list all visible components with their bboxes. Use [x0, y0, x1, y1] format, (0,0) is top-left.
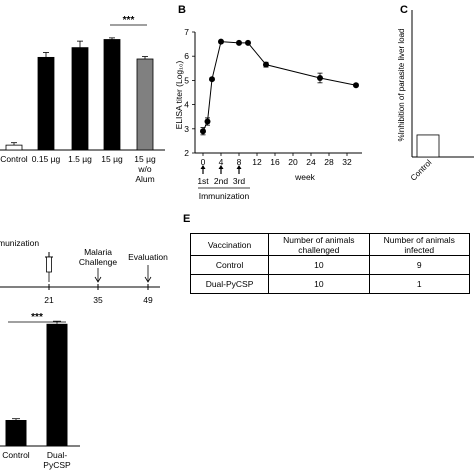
table-cell: 1 — [368, 274, 471, 294]
x-tick-label: PyCSP — [43, 460, 71, 470]
timeline-day-49: 49 — [143, 295, 153, 305]
x-tick-label: 15 µg — [134, 154, 156, 164]
panel-b-y-axis-label: ELISA titer (Log₁₀) — [174, 60, 184, 129]
x-tick-label: Control — [2, 450, 30, 460]
x-tick-label: 15 µg — [101, 154, 123, 164]
bar — [136, 58, 154, 151]
series-line — [202, 41, 357, 132]
table-header-cell: Number of animals challenged — [268, 233, 370, 256]
evaluation-label: Evaluation — [128, 252, 168, 262]
data-point — [218, 38, 224, 45]
table-header-cell: Number of animals infected — [368, 233, 471, 256]
x-tick-label: 1.5 µg — [68, 154, 92, 164]
significance-label: *** — [31, 312, 43, 323]
y-tick-label: 5 — [184, 75, 189, 85]
panel-b-letter: B — [178, 4, 186, 16]
timeline-day-35: 35 — [93, 295, 103, 305]
immunization-dose-label: 3rd — [233, 176, 246, 186]
arrow-down-icon — [144, 265, 152, 283]
bar — [71, 47, 89, 151]
x-tick-label: 24 — [306, 157, 316, 167]
arrow-up-icon — [236, 165, 242, 169]
data-point — [204, 118, 211, 125]
data-point — [209, 76, 215, 83]
data-point — [263, 61, 269, 68]
bar — [103, 39, 121, 151]
timeline-day-21: 21 — [44, 295, 54, 305]
data-point — [317, 74, 323, 81]
panel-c-letter: C — [400, 4, 408, 16]
table-row: Control 10 9 — [189, 255, 471, 275]
bar — [416, 134, 440, 158]
immunization-dose-label: 2nd — [214, 176, 228, 186]
x-tick-label: Dual- — [47, 450, 67, 460]
x-tick-label: w/o — [137, 164, 152, 174]
data-point — [200, 128, 206, 135]
immunization-dose-label: 1st — [197, 176, 209, 186]
x-tick-label: Alum — [135, 174, 154, 184]
panel-c-y-axis-label: %Inhibition of parasite liver load — [397, 29, 406, 142]
x-tick-label: 16 — [270, 157, 280, 167]
syringe-icon — [45, 252, 53, 282]
x-tick-label: 12 — [252, 157, 262, 167]
x-tick-label: 4 — [219, 157, 224, 167]
panel-e-letter: E — [183, 213, 190, 225]
timeline-start-label: munization — [0, 238, 39, 248]
table-cell: Dual-PyCSP — [189, 274, 270, 294]
x-tick-label: 28 — [324, 157, 334, 167]
bar — [5, 144, 23, 151]
y-tick-label: 7 — [184, 27, 189, 37]
immunization-timeline: munization 21 35 49 Malaria Challenge Ev… — [0, 238, 168, 305]
x-tick-label: 0 — [201, 157, 206, 167]
challenge-results-table: Vaccination Number of animals challenged … — [189, 233, 471, 294]
x-tick-label: 20 — [288, 157, 298, 167]
table-header-cell: Vaccination — [189, 233, 270, 256]
panel-d-bar-chart: Control Dual-PyCSP *** — [0, 312, 80, 470]
panel-c-bar-chart: C %Inhibition of parasite liver load Con… — [397, 4, 474, 183]
table-cell: 10 — [268, 255, 370, 275]
malaria-label-line1: Malaria — [84, 247, 112, 257]
y-tick-label: 6 — [184, 51, 189, 61]
table-cell: Control — [189, 255, 270, 275]
table-cell: 9 — [368, 255, 471, 275]
y-tick-label: 2 — [184, 148, 189, 158]
table-row: Dual-PyCSP 10 1 — [189, 274, 471, 294]
data-point — [236, 39, 242, 46]
bar — [46, 323, 68, 446]
panel-b-x-axis-label: week — [294, 172, 316, 182]
immunization-title: Immunization — [199, 191, 250, 201]
x-tick-label: 32 — [342, 157, 352, 167]
y-tick-label: 4 — [184, 100, 189, 110]
data-point — [245, 39, 251, 46]
x-tick-label: 8 — [237, 157, 242, 167]
arrow-up-icon — [218, 165, 224, 169]
table-header-row: Vaccination Number of animals challenged … — [189, 233, 471, 256]
table-cell: 10 — [268, 274, 370, 294]
data-point — [353, 82, 359, 89]
challenge-label-line2: Challenge — [79, 257, 118, 267]
arrow-down-icon — [94, 268, 102, 283]
bar — [37, 56, 55, 151]
x-tick-label: Control — [0, 154, 28, 164]
x-tick-label: Control — [409, 158, 434, 183]
panel-b-line-chart: B ELISA titer (Log₁₀) week Immunization … — [174, 4, 362, 201]
significance-label: *** — [123, 15, 135, 26]
arrow-up-icon — [200, 165, 206, 169]
x-tick-label: 0.15 µg — [32, 154, 61, 164]
bar — [5, 420, 27, 446]
y-tick-label: 3 — [184, 124, 189, 134]
